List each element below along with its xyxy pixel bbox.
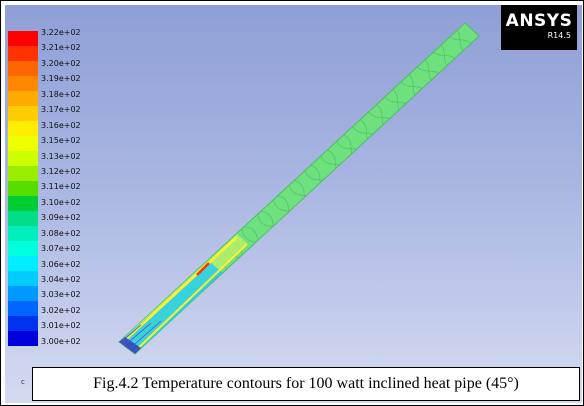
legend-label: 3.13e+02	[41, 151, 81, 161]
logo-brand: ANSYS	[505, 11, 573, 31]
legend-label: 3.06e+02	[41, 259, 81, 269]
legend-swatch	[8, 151, 38, 166]
legend-label: 3.22e+02	[41, 28, 81, 37]
legend-label: 3.01e+02	[41, 321, 81, 331]
color-legend-bar	[8, 31, 38, 346]
legend-swatch	[8, 226, 38, 241]
legend-label: 3.18e+02	[41, 89, 81, 99]
legend-swatch	[8, 136, 38, 151]
legend-swatch	[8, 256, 38, 271]
legend-label: 3.08e+02	[41, 228, 81, 238]
legend-swatch	[8, 316, 38, 331]
legend-swatch	[8, 271, 38, 286]
legend-swatch	[8, 241, 38, 256]
legend-label: 3.02e+02	[41, 305, 81, 315]
legend-label: 3.03e+02	[41, 290, 81, 300]
stray-glyph: c	[21, 378, 25, 386]
legend-swatch	[8, 331, 38, 346]
legend-swatch	[8, 121, 38, 136]
legend-label: 3.15e+02	[41, 136, 81, 146]
legend-label: 3.07e+02	[41, 244, 81, 254]
legend-swatch	[8, 106, 38, 121]
legend-label: 3.20e+02	[41, 58, 81, 68]
pipe-hot-edge	[120, 236, 238, 345]
legend-label: 3.04e+02	[41, 275, 81, 284]
pipe-blue-end	[119, 337, 141, 354]
legend-label: 3.21e+02	[41, 43, 81, 53]
legend-label: 3.00e+02	[41, 336, 81, 346]
legend-label: 3.19e+02	[41, 74, 81, 84]
logo-version: R14.5	[547, 31, 571, 40]
legend-label: 3.12e+02	[41, 166, 81, 176]
pipe-red-spot	[196, 262, 210, 276]
legend-label: 3.17e+02	[41, 105, 81, 115]
legend-swatch	[8, 286, 38, 301]
legend-swatch	[8, 76, 38, 91]
legend-swatch	[8, 301, 38, 316]
legend-swatch	[8, 181, 38, 196]
legend-label: 3.11e+02	[41, 182, 81, 192]
legend-swatch	[8, 91, 38, 106]
legend-swatch	[8, 211, 38, 226]
legend-swatch	[8, 166, 38, 181]
legend-swatch	[8, 46, 38, 61]
legend-label: 3.16e+02	[41, 120, 81, 130]
legend-swatch	[8, 31, 38, 46]
color-legend-labels: 3.22e+02 3.21e+02 3.20e+02 3.19e+02 3.18e+02…	[41, 25, 81, 349]
legend-label: 3.10e+02	[41, 197, 81, 207]
pipe-evaporator-cold-core	[119, 263, 223, 354]
legend-swatch	[8, 61, 38, 76]
legend-label: 3.09e+02	[41, 213, 81, 223]
legend-swatch	[8, 196, 38, 211]
ansys-logo: ANSYS R14.5	[501, 5, 577, 50]
figure-caption: Fig.4.2 Temperature contours for 100 wat…	[32, 367, 580, 401]
